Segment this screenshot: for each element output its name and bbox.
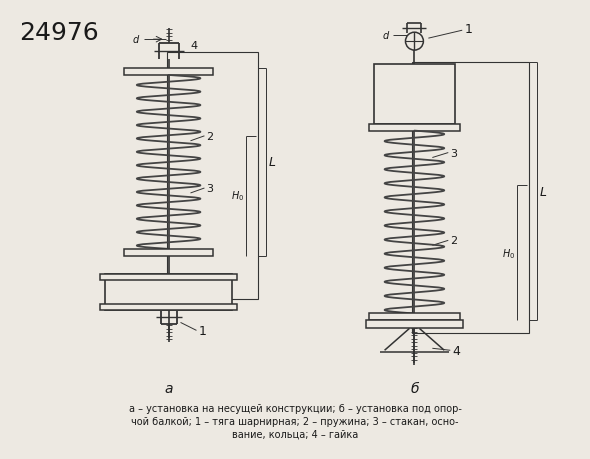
Text: 4: 4 [453, 344, 460, 357]
Bar [124, 69, 214, 76]
Text: $H_0$: $H_0$ [231, 189, 244, 203]
Text: 2: 2 [206, 132, 214, 141]
Text: d: d [133, 35, 139, 45]
Bar [366, 321, 463, 329]
Text: 1: 1 [198, 324, 206, 337]
Bar [373, 65, 455, 124]
Bar [412, 63, 529, 334]
Text: L: L [269, 156, 276, 168]
Bar [166, 53, 258, 299]
Text: 3: 3 [206, 184, 214, 194]
Text: d: d [382, 31, 389, 41]
Text: 1: 1 [464, 22, 472, 36]
Text: 2: 2 [450, 236, 457, 246]
Bar [100, 274, 237, 280]
Bar [369, 314, 460, 321]
Text: 3: 3 [450, 148, 457, 158]
Text: а – установка на несущей конструкции; б – установка под опор-: а – установка на несущей конструкции; б … [129, 403, 461, 413]
Text: 4: 4 [191, 41, 198, 51]
Bar [105, 274, 232, 310]
Bar [369, 124, 460, 131]
Text: вание, кольца; 4 – гайка: вание, кольца; 4 – гайка [232, 429, 358, 439]
Text: $H_0$: $H_0$ [502, 246, 515, 260]
Bar [100, 304, 237, 310]
Text: а: а [165, 381, 173, 395]
Text: 24976: 24976 [19, 21, 99, 45]
Circle shape [405, 33, 424, 51]
Text: L: L [540, 185, 547, 198]
Bar [124, 249, 214, 256]
Text: чой балкой; 1 – тяга шарнирная; 2 – пружина; 3 – стакан, осно-: чой балкой; 1 – тяга шарнирная; 2 – пруж… [131, 416, 459, 426]
Text: б: б [410, 381, 419, 395]
